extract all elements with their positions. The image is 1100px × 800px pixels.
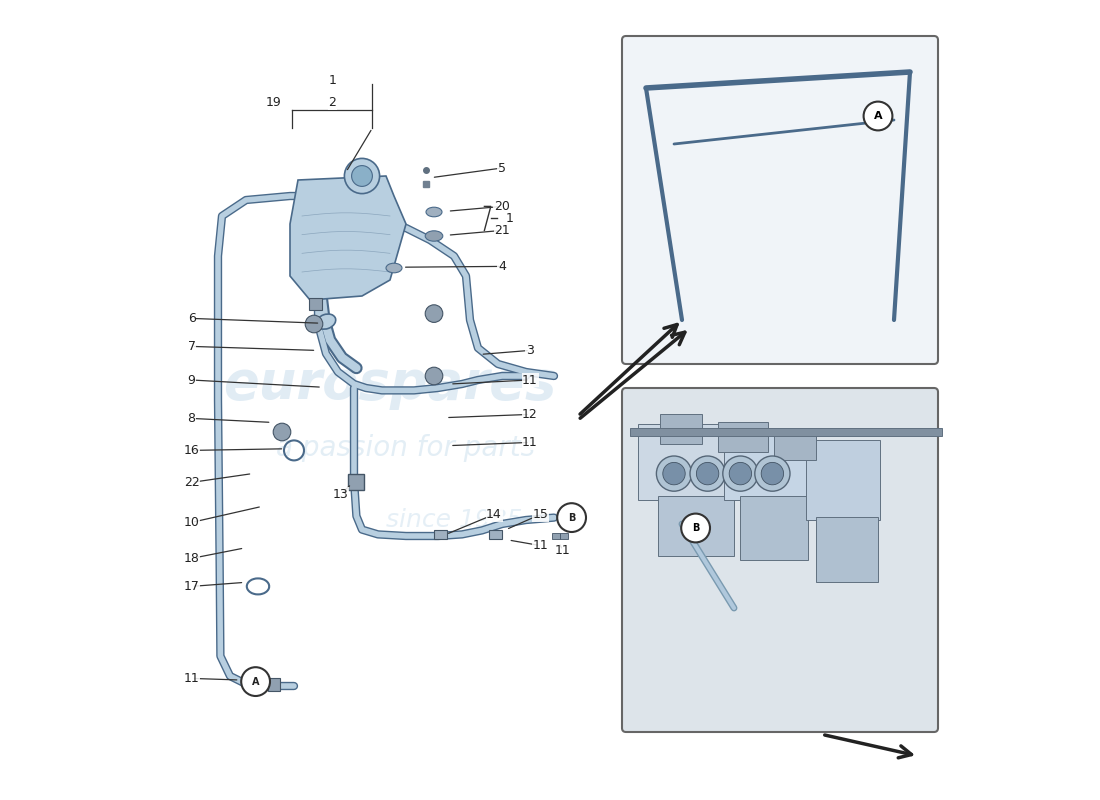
Text: 9: 9 <box>188 374 196 386</box>
Text: 18: 18 <box>184 552 199 565</box>
Text: 11: 11 <box>522 436 538 449</box>
Bar <box>806 440 880 520</box>
Text: 14: 14 <box>486 508 502 521</box>
Circle shape <box>755 456 790 491</box>
Bar <box>774 430 815 460</box>
Circle shape <box>696 462 718 485</box>
Circle shape <box>426 305 443 322</box>
Circle shape <box>426 367 443 385</box>
Bar <box>660 414 702 444</box>
Bar <box>490 530 502 539</box>
Ellipse shape <box>426 230 443 242</box>
Text: 13: 13 <box>332 488 349 501</box>
Circle shape <box>241 667 270 696</box>
Circle shape <box>761 462 783 485</box>
Bar <box>740 496 808 560</box>
Text: 16: 16 <box>184 444 199 457</box>
Text: 22: 22 <box>184 476 199 489</box>
Bar <box>725 432 808 500</box>
Bar <box>638 424 738 500</box>
Text: B: B <box>692 523 700 533</box>
Circle shape <box>681 514 710 542</box>
Text: 2: 2 <box>329 96 337 109</box>
Text: 11: 11 <box>522 374 538 386</box>
Circle shape <box>273 423 290 441</box>
Bar <box>309 298 322 310</box>
Text: 17: 17 <box>184 580 199 593</box>
Text: 3: 3 <box>526 344 534 357</box>
Bar <box>658 496 734 556</box>
Text: 5: 5 <box>498 162 506 174</box>
Polygon shape <box>290 176 406 300</box>
Bar <box>348 474 364 490</box>
Circle shape <box>864 102 892 130</box>
Circle shape <box>723 456 758 491</box>
Circle shape <box>663 462 685 485</box>
FancyBboxPatch shape <box>621 388 938 732</box>
Bar <box>815 517 878 582</box>
Text: 6: 6 <box>188 312 196 325</box>
Text: 8: 8 <box>188 412 196 425</box>
Circle shape <box>729 462 751 485</box>
Bar <box>267 678 280 691</box>
Text: A: A <box>252 677 260 686</box>
Text: 11: 11 <box>532 539 548 552</box>
Bar <box>630 428 942 436</box>
Ellipse shape <box>317 314 336 329</box>
Text: 15: 15 <box>532 508 548 521</box>
Text: 11: 11 <box>184 672 199 685</box>
Text: since 1985: since 1985 <box>386 508 522 532</box>
Text: B: B <box>568 513 575 522</box>
Text: 21: 21 <box>494 224 510 237</box>
Circle shape <box>305 315 322 333</box>
Circle shape <box>352 166 373 186</box>
Text: 4: 4 <box>498 260 506 273</box>
Text: 11: 11 <box>554 544 571 557</box>
Text: A: A <box>873 111 882 121</box>
Bar <box>552 533 560 539</box>
Text: 7: 7 <box>188 340 196 353</box>
Text: 1: 1 <box>506 212 514 225</box>
Circle shape <box>657 456 692 491</box>
Circle shape <box>690 456 725 491</box>
Ellipse shape <box>386 263 402 273</box>
Text: a passion for parts: a passion for parts <box>276 434 536 462</box>
Bar <box>718 422 768 452</box>
Bar <box>434 530 447 539</box>
Text: 1: 1 <box>329 74 337 86</box>
Circle shape <box>558 503 586 532</box>
Circle shape <box>344 158 380 194</box>
FancyBboxPatch shape <box>621 36 938 364</box>
Text: 20: 20 <box>494 200 510 213</box>
Text: eurospares: eurospares <box>223 358 557 410</box>
Text: 12: 12 <box>522 408 538 421</box>
Text: 10: 10 <box>184 516 199 529</box>
Ellipse shape <box>426 207 442 217</box>
Bar <box>560 533 568 539</box>
Text: 19: 19 <box>266 96 282 109</box>
